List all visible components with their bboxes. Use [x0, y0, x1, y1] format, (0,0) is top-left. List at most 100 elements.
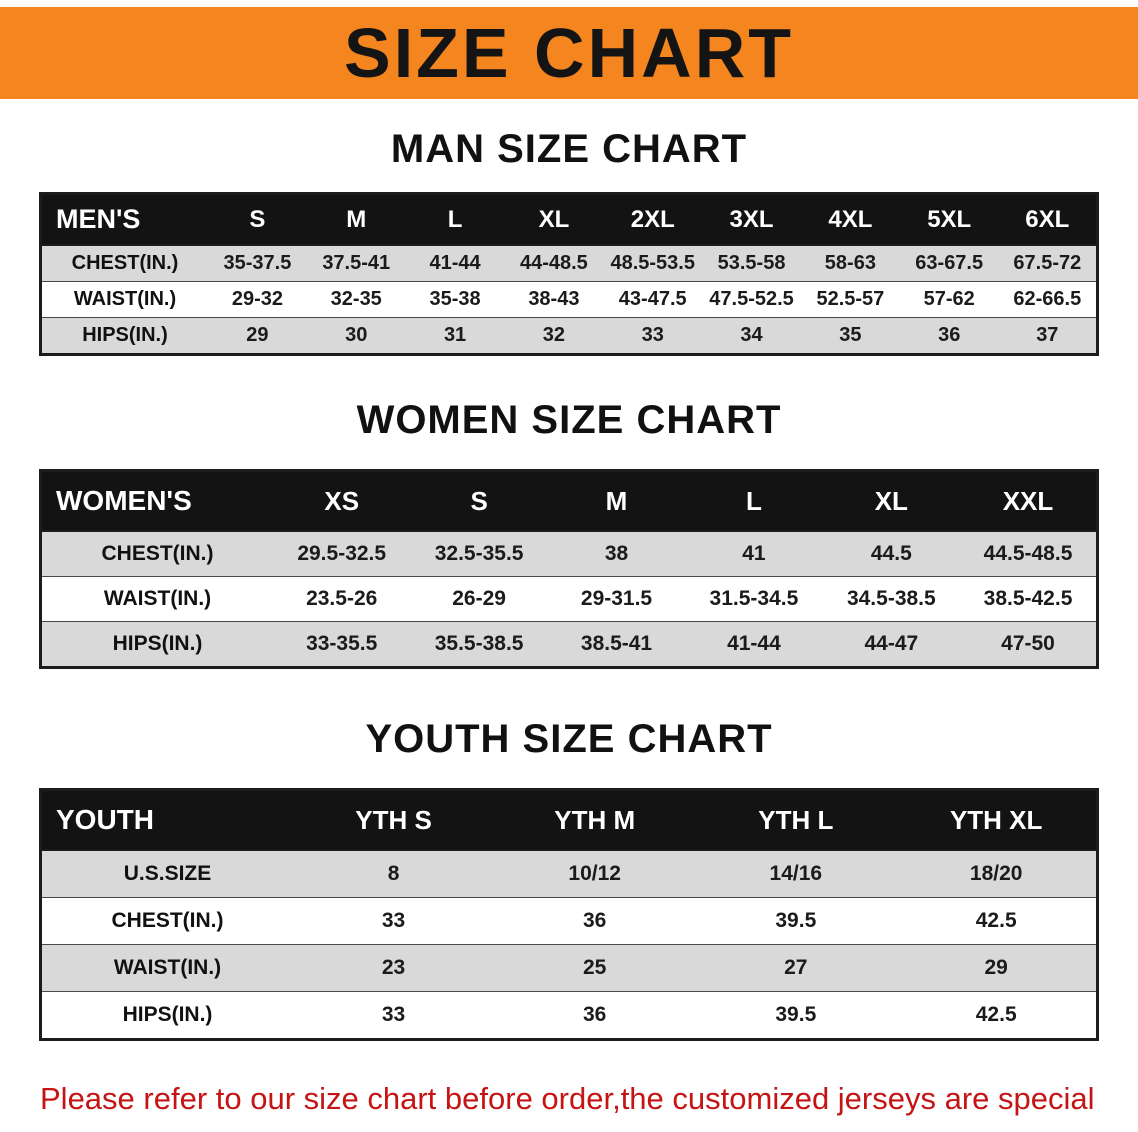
size-value-cell: 33: [381, 909, 406, 932]
disclaimer-note: Please refer to our size chart before or…: [40, 1075, 1118, 1132]
size-column-header: XS: [273, 470, 411, 532]
size-value-cell: 30: [345, 324, 368, 346]
size-value-cell: 44.5-48.5: [983, 542, 1073, 565]
size-value-cell: 41-44: [429, 252, 481, 274]
size-column-header: S: [410, 470, 548, 532]
size-value-cell: 44-48.5: [519, 252, 588, 274]
size-column-header: 2XL: [603, 193, 703, 246]
size-value-cell: 53.5-58: [717, 252, 786, 274]
size-value-cell: 35.5-38.5: [434, 632, 524, 655]
table-row: HIPS(IN.) 33-35.5 35.5-38.5 38.5-41 41-44 44-…: [40, 621, 1098, 668]
size-value-cell: 41-44: [727, 632, 781, 655]
size-value-cell: 62-66.5: [1013, 288, 1082, 310]
size-value-cell: 44.5: [870, 542, 912, 565]
size-column-header: XXL: [960, 470, 1098, 532]
size-value-cell: 38.5-42.5: [983, 587, 1073, 610]
table-header-row: YOUTH YTH S YTH M YTH L YTH XL: [40, 789, 1098, 851]
disclaimer-line-1: Please refer to our size chart before or…: [40, 1081, 1095, 1132]
table-row: CHEST(IN.) 33 36 39.5 42.5: [40, 897, 1098, 945]
size-value-cell: 32.5-35.5: [434, 542, 524, 565]
table-header-row: WOMEN'S XS S M L XL XXL: [40, 470, 1098, 532]
row-label: WAIST(IN.): [103, 587, 212, 610]
size-value-cell: 31.5-34.5: [709, 587, 799, 610]
table-row: CHEST(IN.) 35-37.5 37.5-41 41-44 44-48.5 48.5…: [40, 245, 1098, 282]
size-value-cell: 57-62: [923, 288, 975, 310]
size-value-cell: 29-31.5: [580, 587, 653, 610]
row-label: HIPS(IN.): [82, 324, 168, 346]
size-value-cell: 34.5-38.5: [846, 587, 936, 610]
size-value-cell: 47.5-52.5: [709, 288, 794, 310]
size-value-cell: 36: [583, 1003, 607, 1026]
table-row: HIPS(IN.) 33 36 39.5 42.5: [40, 991, 1098, 1040]
mens-size-table: MEN'S S M L XL 2XL 3XL 4XL 5XL 6XL CHEST(IN.) 35-37…: [39, 192, 1099, 356]
size-value-cell: 52.5-57: [816, 288, 885, 310]
row-label: WAIST(IN.): [73, 288, 177, 310]
row-label: CHEST(IN.): [111, 909, 224, 932]
row-label: WAIST(IN.): [113, 956, 222, 979]
table-row: WAIST(IN.) 23 25 27 29: [40, 944, 1098, 992]
man-section-heading: MAN SIZE CHART: [390, 127, 748, 171]
page-title: SIZE CHART: [344, 14, 794, 92]
table-category-header: WOMEN'S: [40, 470, 273, 532]
size-column-header: M: [306, 193, 406, 246]
size-column-header: 3XL: [702, 193, 801, 246]
size-column-header: M: [547, 470, 686, 532]
table-row: WAIST(IN.) 29-32 32-35 35-38 38-43 43-47.5 47.…: [40, 281, 1098, 318]
size-value-cell: 32-35: [330, 288, 382, 310]
size-value-cell: 67.5-72: [1013, 252, 1082, 274]
size-value-cell: 36: [938, 324, 961, 346]
size-value-cell: 29: [246, 324, 269, 346]
size-value-cell: 38: [604, 542, 629, 565]
size-column-header: YTH XL: [896, 789, 1098, 851]
size-value-cell: 29: [984, 956, 1008, 979]
size-value-cell: 42.5: [975, 909, 1017, 932]
size-column-header: XL: [822, 470, 961, 532]
size-value-cell: 58-63: [824, 252, 876, 274]
size-value-cell: 39.5: [775, 909, 817, 932]
table-header-row: MEN'S S M L XL 2XL 3XL 4XL 5XL 6XL: [40, 193, 1098, 246]
row-label: CHEST(IN.): [71, 252, 179, 274]
title-banner: SIZE CHART: [0, 7, 1138, 99]
size-value-cell: 37: [1036, 324, 1059, 346]
size-value-cell: 39.5: [775, 1003, 817, 1026]
size-column-header: L: [685, 470, 823, 532]
row-label: CHEST(IN.): [101, 542, 214, 565]
row-label: HIPS(IN.): [122, 1003, 213, 1026]
size-value-cell: 31: [443, 324, 467, 346]
size-column-header: YTH L: [695, 789, 897, 851]
size-value-cell: 43-47.5: [618, 288, 687, 310]
size-value-cell: 35-38: [429, 288, 481, 310]
women-section-heading: WOMEN SIZE CHART: [356, 398, 782, 442]
table-row: WAIST(IN.) 23.5-26 26-29 29-31.5 31.5-34.5 34…: [40, 576, 1098, 622]
youth-size-table: YOUTH YTH S YTH M YTH L YTH XL U.S.SIZE 8 10/12…: [39, 788, 1099, 1041]
size-column-header: 6XL: [998, 193, 1098, 246]
size-value-cell: 10/12: [568, 862, 621, 885]
size-value-cell: 41: [742, 542, 766, 565]
size-value-cell: 34: [740, 324, 763, 346]
size-column-header: YTH M: [494, 789, 696, 851]
size-value-cell: 23.5-26: [306, 587, 378, 610]
table-row: CHEST(IN.) 29.5-32.5 32.5-35.5 38 41 44.5 44.5…: [40, 531, 1098, 577]
size-value-cell: 47-50: [1001, 632, 1055, 655]
size-value-cell: 33: [381, 1003, 406, 1026]
table-row: U.S.SIZE 8 10/12 14/16 18/20: [40, 850, 1098, 898]
size-value-cell: 63-67.5: [915, 252, 984, 274]
size-value-cell: 35: [839, 324, 862, 346]
row-label: HIPS(IN.): [112, 632, 203, 655]
size-column-header: YTH S: [293, 789, 495, 851]
size-value-cell: 23: [381, 956, 406, 979]
youth-section-heading: YOUTH SIZE CHART: [365, 717, 773, 761]
size-value-cell: 48.5-53.5: [610, 252, 695, 274]
size-value-cell: 8: [387, 862, 400, 885]
row-label: U.S.SIZE: [123, 862, 212, 885]
size-value-cell: 32: [542, 324, 566, 346]
size-column-header: XL: [504, 193, 604, 246]
size-value-cell: 37.5-41: [322, 252, 391, 274]
size-value-cell: 36: [583, 909, 607, 932]
size-value-cell: 29.5-32.5: [297, 542, 387, 565]
size-value-cell: 42.5: [975, 1003, 1017, 1026]
size-value-cell: 44-47: [864, 632, 919, 655]
size-value-cell: 33-35.5: [306, 632, 378, 655]
size-column-header: 5XL: [899, 193, 999, 246]
